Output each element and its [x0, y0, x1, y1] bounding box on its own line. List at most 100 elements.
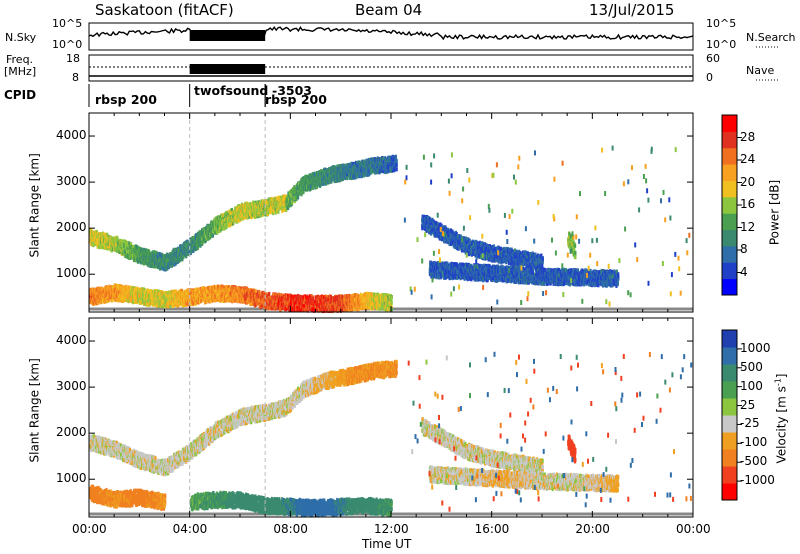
scatter-cell-0 — [147, 258, 150, 263]
scatter-cell-0 — [130, 250, 134, 255]
scatter-cell-0 — [190, 242, 194, 247]
scatter-cell-0 — [196, 236, 199, 240]
scatter-cell-1 — [289, 189, 292, 194]
scatter-cell-0 — [93, 238, 96, 243]
scatter-cell-0 — [151, 250, 154, 255]
scatter-cell-0 — [179, 244, 182, 249]
scatter-cell-0 — [206, 223, 209, 228]
scatter-cell-1 — [297, 195, 300, 200]
scatter-cell-0 — [196, 245, 199, 250]
scatter-cell-0 — [195, 246, 198, 251]
scatter-cell-0 — [125, 251, 129, 256]
scatter-cell-1 — [395, 162, 398, 167]
scatter-cell-0 — [165, 261, 168, 266]
scatter-cell-0 — [237, 218, 240, 223]
scatter-cell-0 — [247, 211, 250, 216]
scatter-cell-0 — [182, 254, 185, 259]
scatter-cell-0 — [203, 230, 206, 235]
scatter-cell-2 — [116, 283, 119, 288]
scatter-cell-0 — [139, 260, 142, 265]
scatter-cell-0 — [278, 195, 281, 200]
scatter-cell-0 — [178, 252, 181, 257]
scatter-cell-0 — [104, 245, 107, 249]
scatter-cell-0 — [143, 254, 146, 259]
scatter-cell-0 — [152, 261, 155, 266]
power-data — [89, 145, 693, 314]
scatter-cell-0 — [184, 240, 187, 245]
noise-line — [88, 25, 694, 41]
scatter-cell-1 — [287, 206, 290, 210]
scatter-cell-0 — [116, 236, 119, 241]
scatter-cell-0 — [126, 255, 129, 260]
scatter-cell-0 — [228, 209, 231, 214]
scatter-cell-0 — [178, 249, 181, 253]
scatter-cell-0 — [236, 208, 239, 213]
scatter-cell-0 — [128, 244, 131, 249]
scatter-cell-0 — [104, 242, 108, 247]
scatter-cell-1 — [286, 198, 289, 203]
scatter-cell-0 — [265, 199, 268, 204]
scatter-cell-0 — [230, 207, 233, 212]
freq-panel-frame — [88, 54, 694, 82]
scatter-cell-0 — [115, 242, 118, 247]
scatter-cell-0 — [140, 247, 143, 252]
scatter-cell-1 — [395, 158, 398, 163]
scatter-cell-0 — [259, 213, 262, 218]
scatter-cell-0 — [136, 245, 139, 249]
scatter-cell-0 — [284, 204, 287, 209]
scatter-cell-0 — [253, 211, 256, 216]
scatter-cell-0 — [248, 214, 251, 219]
scatter-cell-0 — [216, 230, 219, 235]
scatter-cell-0 — [172, 256, 175, 261]
scatter-cell-0 — [161, 252, 164, 257]
scatter-cell-0 — [149, 255, 152, 260]
cpid-marks — [189, 84, 266, 107]
scatter-cell-0 — [137, 258, 140, 263]
scatter-cell-0 — [276, 205, 279, 209]
scatter-cell-1 — [395, 167, 398, 172]
scatter-cell-0 — [102, 232, 105, 237]
scatter-cell-0 — [125, 254, 128, 259]
scatter-cell-0 — [155, 250, 158, 255]
scatter-cell-0 — [163, 254, 166, 258]
scatter-cell-0 — [160, 265, 163, 270]
scatter-cell-0 — [272, 209, 275, 214]
scatter-cell-0 — [211, 233, 215, 238]
scatter-cell-0 — [225, 223, 228, 228]
scatter-cell-0 — [110, 248, 113, 253]
scatter-cell-0 — [176, 246, 179, 251]
scatter-cell-0 — [123, 239, 126, 244]
scatter-cell-0 — [279, 206, 282, 211]
scatter-cell-0 — [166, 266, 169, 271]
freq-trace — [89, 46, 778, 81]
scatter-cell-0 — [248, 207, 251, 212]
scatter-cell-0 — [125, 248, 129, 253]
scatter-cell-0 — [110, 236, 113, 240]
scatter-cell-0 — [126, 245, 129, 250]
scatter-cell-0 — [144, 248, 147, 253]
scatter-cell-0 — [216, 215, 220, 220]
scatter-cell-0 — [255, 209, 259, 214]
scatter-cell-0 — [102, 237, 105, 242]
scatter-cell-0 — [271, 208, 274, 213]
scatter-cell-0 — [135, 248, 138, 253]
scatter-cell-0 — [277, 209, 280, 214]
scatter-cell-0 — [117, 241, 120, 246]
noise-trace — [88, 25, 694, 41]
scatter-cell-1 — [288, 194, 291, 198]
scatter-cell-0 — [257, 206, 260, 211]
scatter-cell-0 — [106, 246, 109, 251]
scatter-cell-0 — [133, 247, 136, 252]
scatter-cell-0 — [152, 264, 155, 269]
scatter-cell-0 — [200, 234, 203, 239]
scatter-cell-0 — [92, 242, 95, 247]
scatter-cell-0 — [89, 232, 92, 237]
scatter-cell-0 — [144, 250, 147, 255]
scatter-cell-0 — [266, 199, 269, 204]
scatter-cell-1 — [287, 197, 290, 202]
scatter-cell-0 — [101, 245, 104, 250]
scatter-cell-0 — [215, 216, 218, 221]
scatter-cell-0 — [190, 249, 193, 254]
noise-fill-twofsound — [189, 30, 266, 41]
scatter-cell-0 — [169, 252, 172, 257]
